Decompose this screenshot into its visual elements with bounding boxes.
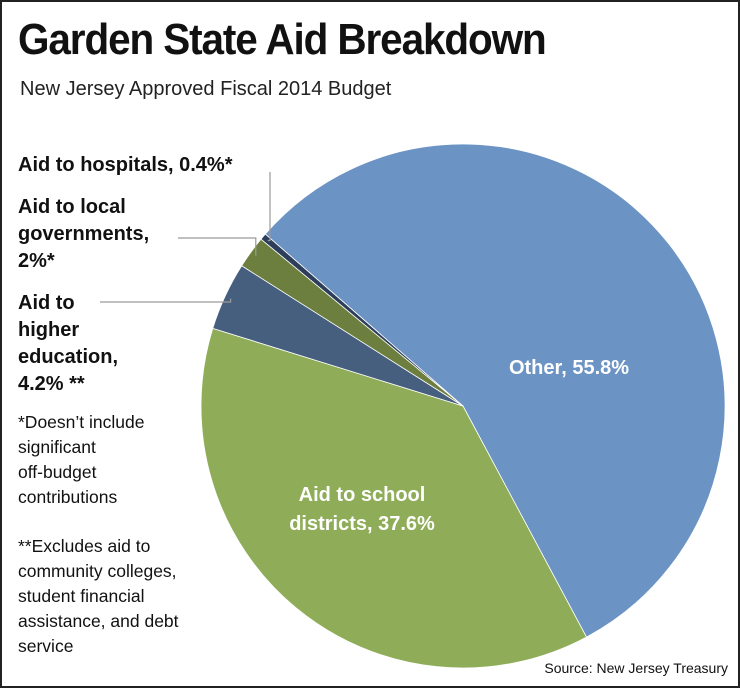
pie-label-school: Aid to school districts, 37.6% — [289, 484, 435, 535]
footnote-single-star: *Doesn’t include significant off-budget … — [18, 412, 145, 507]
label-local-governments: Aid to local governments, 2%* — [18, 196, 150, 272]
label-higher-education: Aid to higher education, 4.2% ** — [18, 292, 119, 395]
source-note: Source: New Jersey Treasury — [544, 660, 728, 676]
chart-subtitle: New Jersey Approved Fiscal 2014 Budget — [20, 78, 392, 100]
leader-line-hospitals — [267, 172, 271, 242]
pie-slice-hospitals — [260, 233, 464, 407]
chart-title: Garden State Aid Breakdown — [18, 15, 547, 64]
label-hospitals: Aid to hospitals, 0.4%* — [18, 154, 233, 176]
pie-label-other: Other, 55.8% — [509, 357, 629, 379]
pie-slice-other — [264, 143, 726, 638]
leader-line-local-gov — [178, 237, 257, 256]
leader-line-higher-ed — [100, 298, 232, 303]
pie-slice-school — [200, 327, 588, 669]
footnote-double-star: **Excludes aid to community colleges, st… — [18, 536, 179, 656]
